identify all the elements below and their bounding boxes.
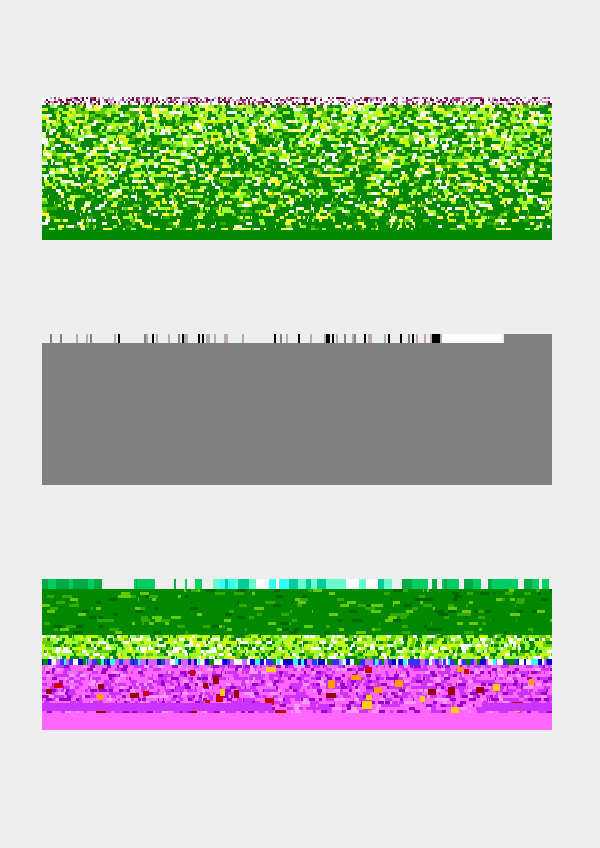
top-noise-graphic <box>42 97 552 240</box>
middle-gray-graphic <box>42 334 552 485</box>
bottom-noise-panel <box>42 579 552 730</box>
top-noise-panel <box>42 97 552 240</box>
bottom-noise-graphic <box>42 579 552 730</box>
middle-gray-panel <box>42 334 552 485</box>
